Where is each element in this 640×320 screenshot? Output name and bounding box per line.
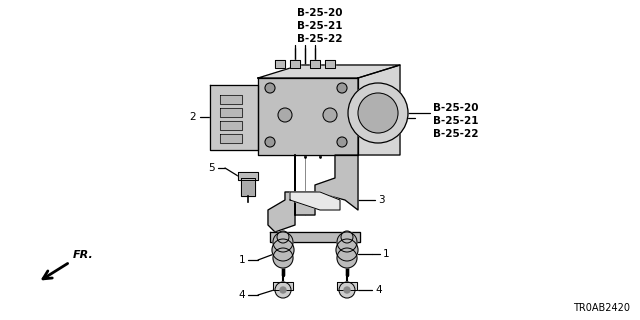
Circle shape xyxy=(277,231,289,243)
Polygon shape xyxy=(273,282,293,290)
Polygon shape xyxy=(325,60,335,68)
Polygon shape xyxy=(258,78,358,155)
Circle shape xyxy=(265,137,275,147)
Circle shape xyxy=(272,239,294,261)
Circle shape xyxy=(323,108,337,122)
Circle shape xyxy=(265,83,275,93)
Circle shape xyxy=(275,282,291,298)
Polygon shape xyxy=(270,232,360,242)
Circle shape xyxy=(278,108,292,122)
Text: B-25-20
B-25-21
B-25-22: B-25-20 B-25-21 B-25-22 xyxy=(433,103,479,140)
Circle shape xyxy=(341,231,353,243)
Text: B-25-20
B-25-21
B-25-22: B-25-20 B-25-21 B-25-22 xyxy=(297,8,342,44)
Circle shape xyxy=(358,93,398,133)
Polygon shape xyxy=(358,65,400,155)
Text: 4: 4 xyxy=(238,290,245,300)
Polygon shape xyxy=(241,178,255,196)
Text: 3: 3 xyxy=(378,195,385,205)
Polygon shape xyxy=(258,65,400,78)
Circle shape xyxy=(337,248,357,268)
Polygon shape xyxy=(268,155,358,232)
Circle shape xyxy=(273,232,293,252)
Circle shape xyxy=(280,287,286,293)
Text: 1: 1 xyxy=(238,255,245,265)
Circle shape xyxy=(348,83,408,143)
Text: 2: 2 xyxy=(189,112,196,122)
Text: TR0AB2420: TR0AB2420 xyxy=(573,303,630,313)
Circle shape xyxy=(337,232,357,252)
Text: 1: 1 xyxy=(383,249,390,259)
Circle shape xyxy=(344,287,350,293)
Text: 4: 4 xyxy=(375,285,381,295)
Polygon shape xyxy=(290,60,300,68)
Circle shape xyxy=(337,83,347,93)
Polygon shape xyxy=(210,85,258,150)
Polygon shape xyxy=(310,60,320,68)
Text: 5: 5 xyxy=(209,163,215,173)
Circle shape xyxy=(337,137,347,147)
Polygon shape xyxy=(220,95,242,104)
Text: FR.: FR. xyxy=(73,250,93,260)
Polygon shape xyxy=(290,192,340,210)
Polygon shape xyxy=(238,172,258,180)
Polygon shape xyxy=(220,134,242,143)
Polygon shape xyxy=(337,282,357,290)
Polygon shape xyxy=(275,60,285,68)
Polygon shape xyxy=(220,108,242,117)
Polygon shape xyxy=(220,121,242,130)
Circle shape xyxy=(339,282,355,298)
Circle shape xyxy=(273,248,293,268)
Circle shape xyxy=(336,239,358,261)
